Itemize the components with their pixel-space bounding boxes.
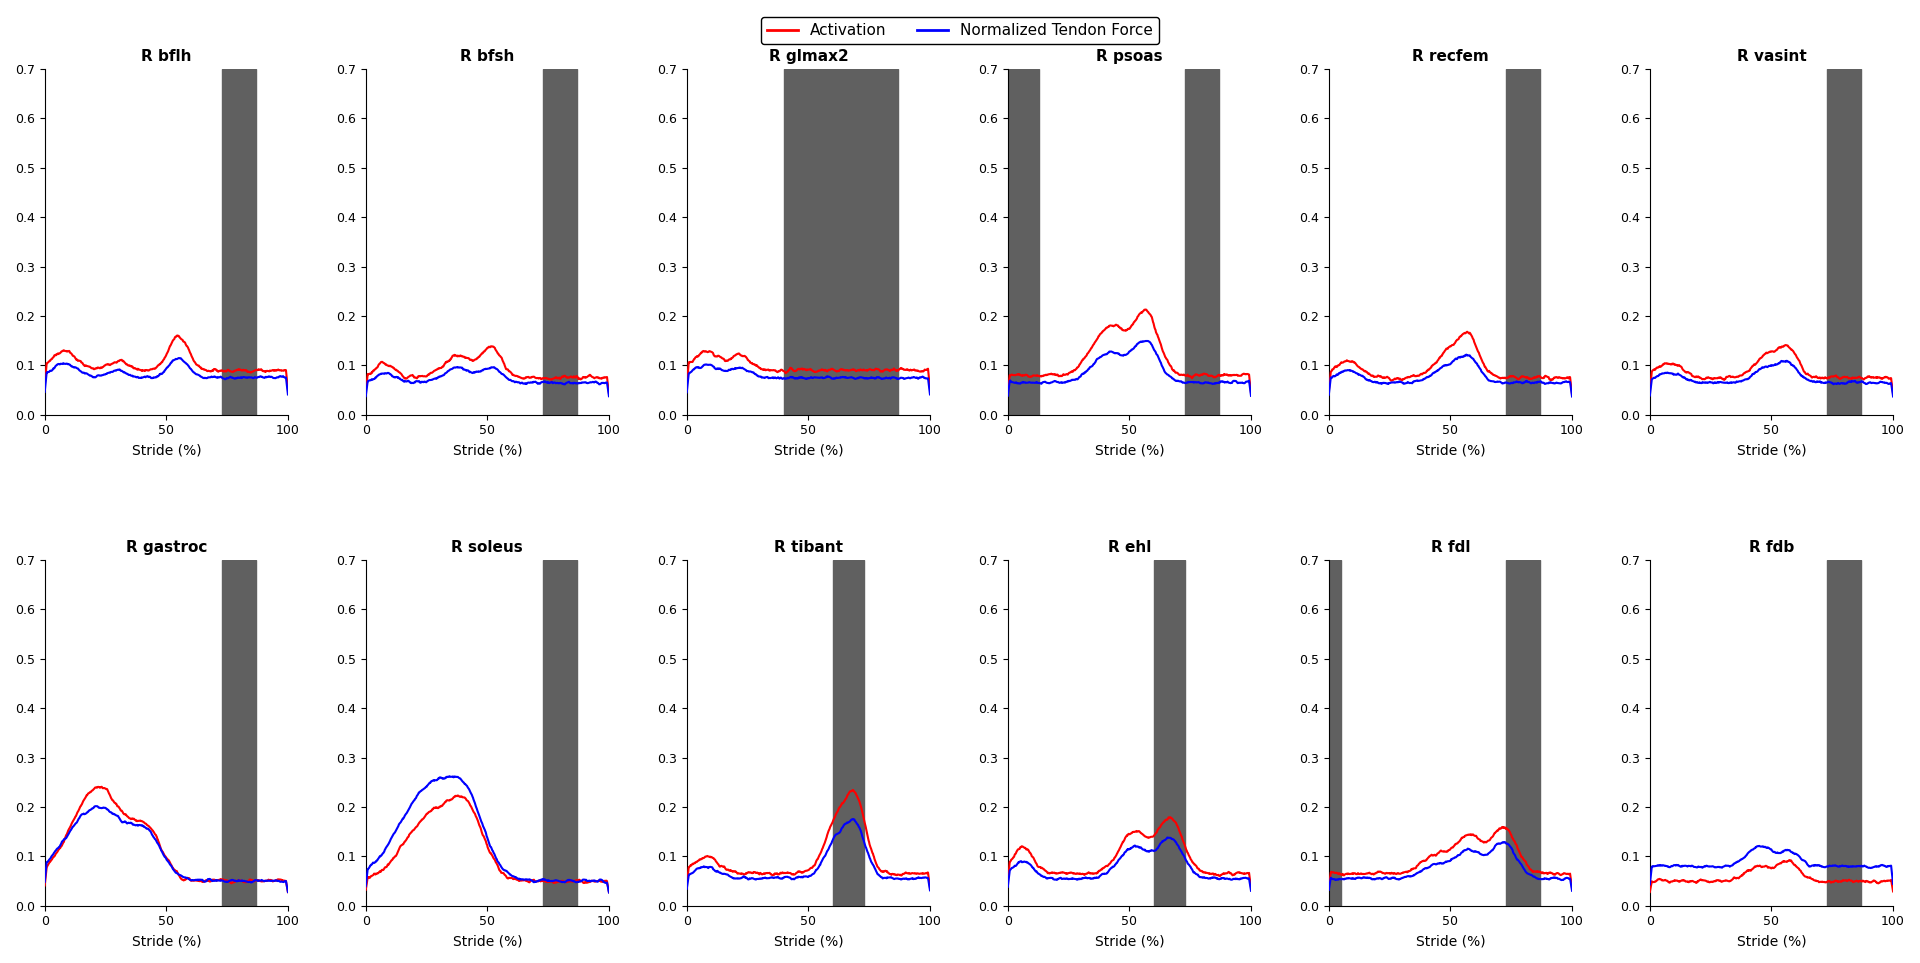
Title: R recfem: R recfem [1411, 49, 1488, 64]
Legend: Activation, Normalized Tendon Force: Activation, Normalized Tendon Force [760, 17, 1160, 44]
X-axis label: Stride (%): Stride (%) [131, 934, 202, 948]
Title: R ehl: R ehl [1108, 539, 1152, 555]
Bar [1329, 560, 1340, 906]
X-axis label: Stride (%): Stride (%) [774, 443, 843, 457]
X-axis label: Stride (%): Stride (%) [131, 443, 202, 457]
Title: R gastroc: R gastroc [125, 539, 207, 555]
X-axis label: Stride (%): Stride (%) [1738, 934, 1807, 948]
Title: R fdb: R fdb [1749, 539, 1793, 555]
Bar [833, 560, 864, 906]
Bar [1828, 69, 1862, 415]
Bar [1154, 560, 1185, 906]
X-axis label: Stride (%): Stride (%) [1415, 443, 1486, 457]
Title: R bflh: R bflh [140, 49, 192, 64]
X-axis label: Stride (%): Stride (%) [1738, 443, 1807, 457]
X-axis label: Stride (%): Stride (%) [453, 934, 522, 948]
X-axis label: Stride (%): Stride (%) [1415, 934, 1486, 948]
X-axis label: Stride (%): Stride (%) [453, 443, 522, 457]
Title: R fdl: R fdl [1430, 539, 1471, 555]
X-axis label: Stride (%): Stride (%) [1094, 934, 1164, 948]
Bar [543, 560, 578, 906]
Bar [223, 560, 255, 906]
Bar [543, 69, 578, 415]
Title: R tibant: R tibant [774, 539, 843, 555]
Title: R vasint: R vasint [1736, 49, 1807, 64]
Bar [1008, 69, 1039, 415]
Title: R glmax2: R glmax2 [768, 49, 849, 64]
X-axis label: Stride (%): Stride (%) [1094, 443, 1164, 457]
Title: R soleus: R soleus [451, 539, 524, 555]
Title: R psoas: R psoas [1096, 49, 1164, 64]
Bar [1185, 69, 1219, 415]
Bar [783, 69, 899, 415]
Bar [223, 69, 255, 415]
X-axis label: Stride (%): Stride (%) [774, 934, 843, 948]
Bar [1507, 560, 1540, 906]
Bar [1507, 69, 1540, 415]
Bar [1828, 560, 1862, 906]
Title: R bfsh: R bfsh [461, 49, 515, 64]
